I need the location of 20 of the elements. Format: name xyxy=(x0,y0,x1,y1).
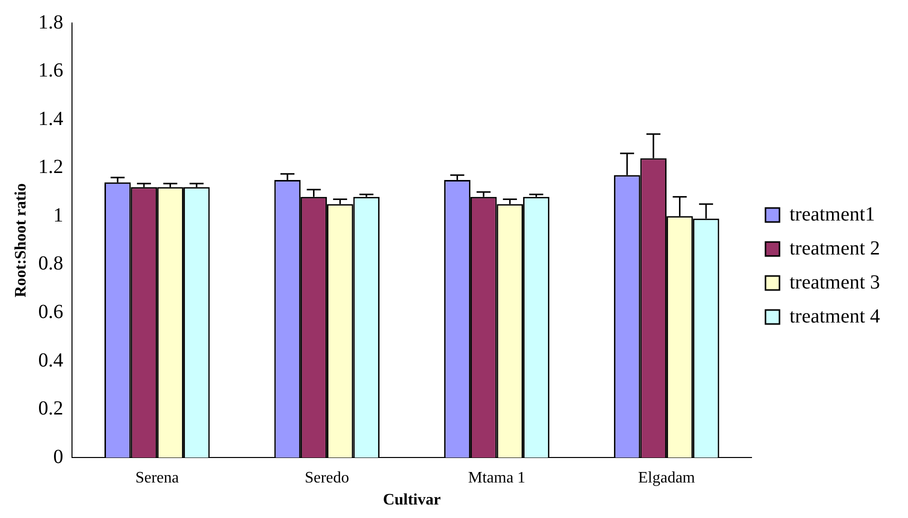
x-axis-title: Cultivar xyxy=(382,492,441,509)
y-tick-label: 0.2 xyxy=(38,398,64,420)
x-tick-label: Serena xyxy=(135,469,179,486)
y-tick-label: 1.2 xyxy=(38,156,64,178)
y-tick-label: 0.8 xyxy=(38,252,64,275)
legend-label: treatment 3 xyxy=(789,271,880,294)
y-tick-label: 1.4 xyxy=(38,108,64,130)
y-tick-label: 1.8 xyxy=(38,11,64,34)
legend-label: treatment 4 xyxy=(789,305,880,328)
y-tick-label: 0 xyxy=(53,446,64,468)
x-tick-label: Elgadam xyxy=(638,469,696,486)
y-tick-label: 0.4 xyxy=(38,349,64,372)
y-tick-label: 1 xyxy=(53,204,64,226)
y-tick-label: 1.6 xyxy=(38,60,64,82)
legend-label: treatment 2 xyxy=(789,237,880,260)
legend-label: treatment1 xyxy=(789,203,876,226)
x-tick-label: Mtama 1 xyxy=(468,469,526,486)
y-tick-label: 0.6 xyxy=(38,300,64,323)
x-tick-label: Seredo xyxy=(304,469,350,486)
y-axis-title: Root:Shoot ratio xyxy=(12,183,30,298)
